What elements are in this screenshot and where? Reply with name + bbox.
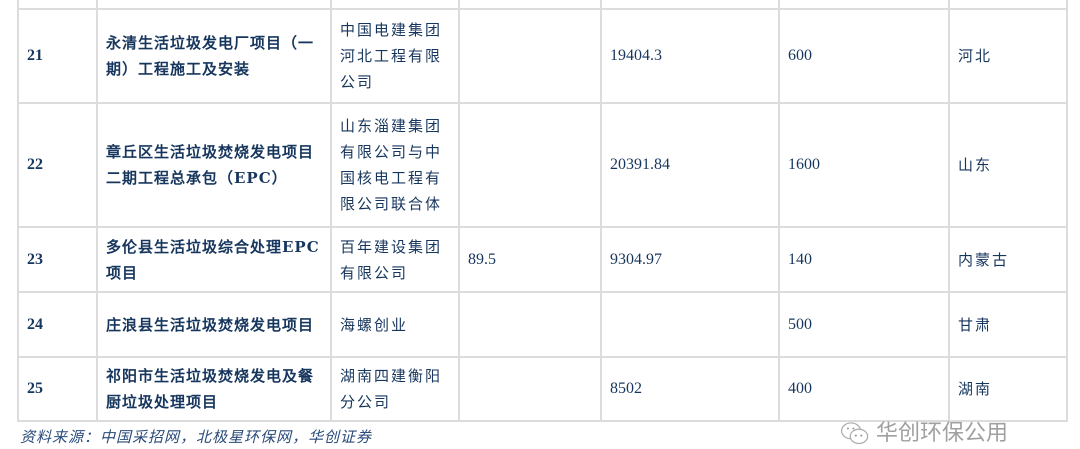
- project-table: 21 永清生活垃圾发电厂项目（一期）工程施工及安装 中国电建集团河北工程有限公司…: [17, 0, 1068, 422]
- col4-value: 89.5: [458, 226, 602, 293]
- table-row: 25 祁阳市生活垃圾焚烧发电及餐厨垃圾处理项目 湖南四建衡阳分公司 8502 4…: [17, 356, 1068, 422]
- project-name: 多伦县生活垃圾综合处理EPC 项目: [96, 226, 332, 293]
- table-row: 24 庄浪县生活垃圾焚烧发电项目 海螺创业 500 甘肃: [17, 291, 1068, 358]
- col4-value: [458, 102, 602, 228]
- col4-value: [458, 291, 602, 358]
- company: 中国电建集团河北工程有限公司: [330, 8, 460, 104]
- watermark-text: 华创环保公用: [876, 421, 1009, 446]
- capacity: 140: [778, 226, 950, 293]
- amount: 9304.97: [600, 226, 780, 293]
- table-row: 21 永清生活垃圾发电厂项目（一期）工程施工及安装 中国电建集团河北工程有限公司…: [17, 8, 1068, 104]
- province: 河北: [948, 8, 1068, 104]
- col4-value: [458, 8, 602, 104]
- amount: [600, 291, 780, 358]
- company: 湖南四建衡阳分公司: [330, 356, 460, 422]
- table-row-partial: [17, 0, 1068, 10]
- watermark: 华创环保公用: [840, 421, 1008, 447]
- table-row: 23 多伦县生活垃圾综合处理EPC 项目 百年建设集团有限公司 89.5 930…: [17, 226, 1068, 293]
- capacity: 600: [778, 8, 950, 104]
- province: 湖南: [948, 356, 1068, 422]
- source-note: 资料来源：中国采招网，北极星环保网，华创证券: [20, 428, 373, 446]
- table-row: 22 章丘区生活垃圾焚烧发电项目二期工程总承包（EPC） 山东淄建集团有限公司与…: [17, 102, 1068, 228]
- company: 海螺创业: [330, 291, 460, 358]
- company: 山东淄建集团有限公司与中国核电工程有限公司联合体: [330, 102, 460, 228]
- capacity: 400: [778, 356, 950, 422]
- row-number: 22: [17, 102, 98, 228]
- province: 山东: [948, 102, 1068, 228]
- capacity: 500: [778, 291, 950, 358]
- project-name: 庄浪县生活垃圾焚烧发电项目: [96, 291, 332, 358]
- amount: 20391.84: [600, 102, 780, 228]
- project-name: 章丘区生活垃圾焚烧发电项目二期工程总承包（EPC）: [96, 102, 332, 228]
- amount: 8502: [600, 356, 780, 422]
- col4-value: [458, 356, 602, 422]
- amount: 19404.3: [600, 8, 780, 104]
- project-name: 永清生活垃圾发电厂项目（一期）工程施工及安装: [96, 8, 332, 104]
- row-number: 23: [17, 226, 98, 293]
- company: 百年建设集团有限公司: [330, 226, 460, 293]
- row-number: 21: [17, 8, 98, 104]
- row-number: 24: [17, 291, 98, 358]
- wechat-icon: [840, 422, 869, 445]
- row-number: 25: [17, 356, 98, 422]
- province: 甘肃: [948, 291, 1068, 358]
- capacity: 1600: [778, 102, 950, 228]
- project-name: 祁阳市生活垃圾焚烧发电及餐厨垃圾处理项目: [96, 356, 332, 422]
- province: 内蒙古: [948, 226, 1068, 293]
